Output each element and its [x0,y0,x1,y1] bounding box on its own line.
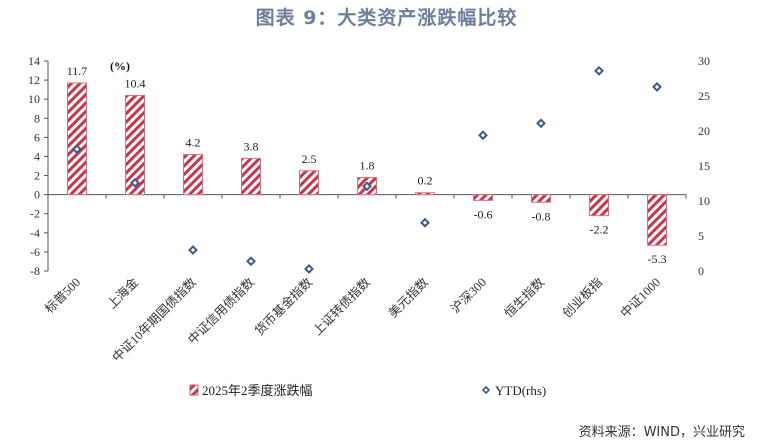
x-tick-label: 上海金 [104,274,141,311]
left-tick-label: -2 [30,207,40,221]
bar-data-label: 0.2 [418,174,433,188]
x-tick-label: 标普500 [42,275,83,316]
bar [415,192,435,196]
ytd-marker [72,144,82,155]
left-tick-label: 2 [34,169,40,183]
right-tick-label: 15 [698,159,710,173]
bar-data-label: 2.5 [302,152,317,166]
right-tick-label: 30 [698,54,710,68]
bar-data-label: 4.2 [186,136,201,150]
x-tick-label: 上证转债指数 [309,274,373,338]
bar [589,194,609,217]
right-tick-label: 10 [698,194,710,208]
ytd-marker [536,118,546,129]
legend-bar-swatch [189,384,199,396]
bar [67,82,87,196]
x-tick-label: 美元指数 [385,274,431,320]
ytd-marker [652,81,662,92]
left-tick-label: 10 [28,92,40,106]
ytd-marker [188,245,198,255]
left-tick-label: -8 [30,264,40,278]
bar [647,194,667,246]
left-tick-label: 0 [34,188,40,202]
bar-data-label: -0.6 [474,207,493,221]
left-tick-label: 6 [34,130,40,144]
right-tick-label: 25 [698,89,710,103]
ytd-marker [362,181,372,192]
unit-label: (%) [110,59,130,73]
right-tick-label: 0 [698,264,704,278]
x-tick-label: 货币基金指数 [251,274,315,338]
bar [183,154,203,196]
bar-data-label: -5.3 [648,252,667,266]
x-tick-label: 中证1000 [617,275,663,321]
legend-ytd-label: YTD(rhs) [495,383,546,398]
bar-data-label: 3.8 [244,139,259,153]
x-tick-label: 恒生指数 [501,274,547,320]
bar [241,157,261,196]
bar-data-label: -2.2 [590,223,609,237]
x-tick-label: 创业板指 [559,275,605,321]
source-note: 资料来源：WIND，兴业研究 [578,425,745,440]
ytd-marker [246,256,256,267]
bar [299,170,319,196]
bar-data-label: -0.8 [532,209,551,223]
right-tick-label: 20 [698,124,710,138]
bar [531,194,551,203]
legend: 2025年2季度涨跌幅 YTD(rhs) [189,383,546,398]
ytd-marker [304,263,314,274]
left-tick-label: 4 [34,149,40,163]
bar [473,194,493,201]
bar-data-label: 1.8 [360,158,375,172]
bar-data-label: 10.4 [125,76,146,90]
right-tick-label: 5 [698,229,704,243]
left-tick-label: 14 [28,54,40,68]
ytd-marker [420,217,430,228]
x-tick-label: 沪深300 [448,275,489,316]
legend-bar-label: 2025年2季度涨跌幅 [202,383,313,398]
chart-title: 图表 9：大类资产涨跌幅比较 [255,7,518,29]
left-tick-label: 12 [28,73,40,87]
ytd-marker [478,130,488,141]
left-tick-label: -6 [30,245,40,259]
bar [125,94,145,196]
bar-data-label: 11.7 [67,64,88,78]
legend-marker-icon [481,385,491,395]
left-tick-label: -4 [30,226,40,240]
ytd-marker [594,65,604,76]
ytd-marker [130,177,140,188]
left-tick-label: 8 [34,111,40,125]
